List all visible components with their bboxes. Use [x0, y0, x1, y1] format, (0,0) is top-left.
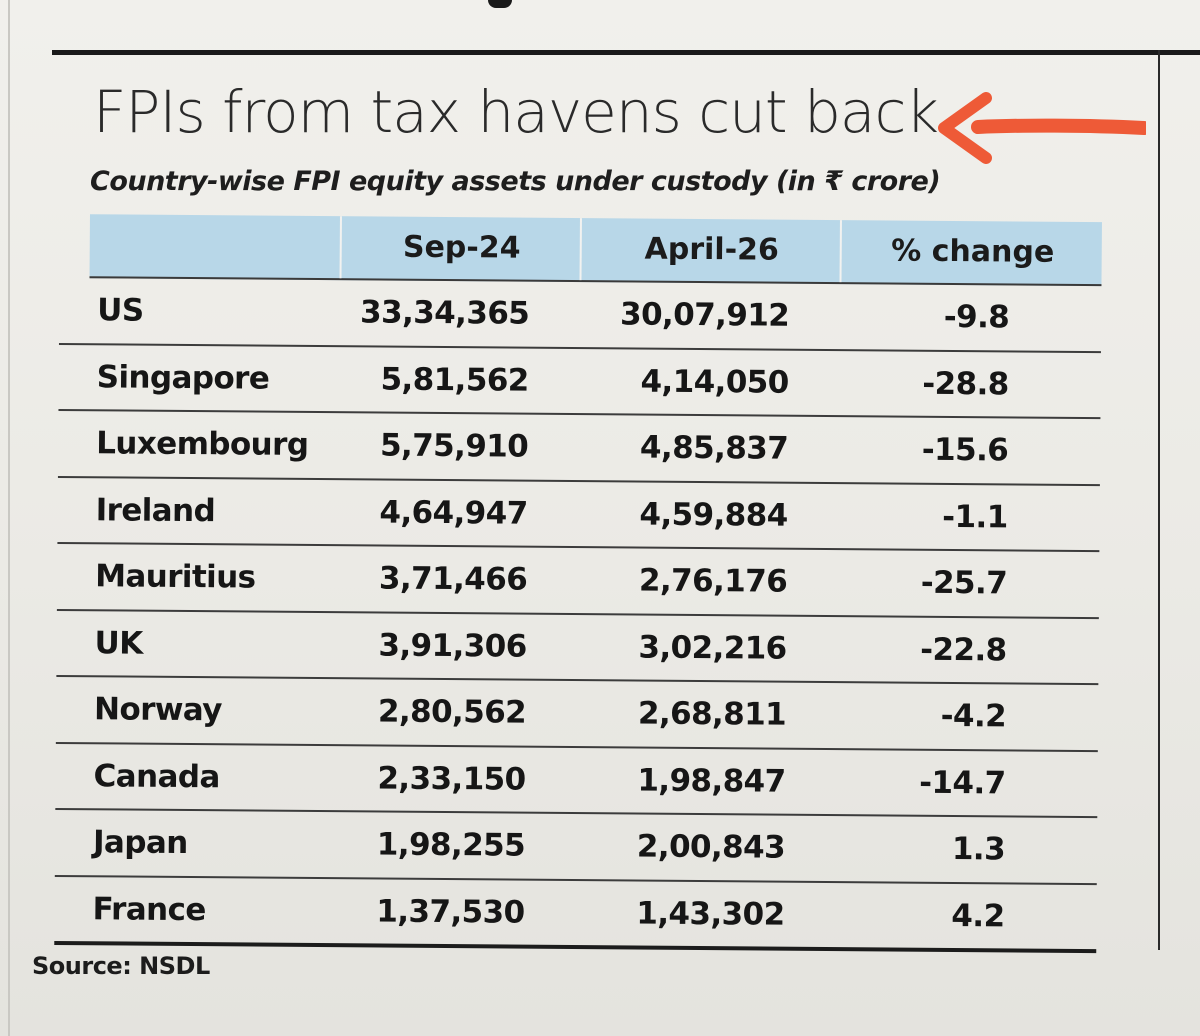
country-cell: US: [97, 292, 144, 329]
country-cell: Ireland: [95, 491, 216, 529]
april26-cell: 4,59,884: [639, 496, 788, 534]
sep24-cell: 2,80,562: [377, 693, 527, 731]
april26-cell: 2,76,176: [638, 562, 788, 600]
sep24-cell: 3,91,306: [378, 627, 527, 665]
change-cell: -1.1: [942, 498, 1008, 535]
sep24-cell: 5,75,910: [379, 427, 529, 465]
change-cell: 1.3: [951, 831, 1006, 868]
page-edge-rule: [8, 0, 10, 1036]
april26-cell: 4,85,837: [639, 429, 789, 467]
table-row: UK 3,91,306 3,02,216 -22.8: [56, 610, 1099, 686]
table-row: Mauritius 3,71,466 2,76,176 -25.7: [56, 543, 1100, 619]
table-row: Japan 1,98,255 2,00,843 1.3: [54, 809, 1098, 885]
country-cell: Canada: [93, 757, 220, 795]
country-cell: Mauritius: [95, 558, 256, 596]
top-rule: [52, 50, 1200, 55]
table-row: Ireland 4,64,947 4,59,884 -1.1: [57, 477, 1100, 553]
table-row: Norway 2,80,562 2,68,811 -4.2: [55, 676, 1099, 752]
april26-cell: 4,14,050: [640, 363, 789, 401]
change-cell: -9.8: [943, 298, 1010, 336]
sep24-cell: 1,37,530: [376, 893, 525, 931]
red-arrow-left-icon: [938, 92, 1146, 164]
table-header: Sep-24 April-26 % change: [89, 214, 1104, 287]
country-cell: UK: [94, 624, 143, 662]
table-row: France 1,37,530 1,43,302 4.2: [54, 876, 1097, 954]
country-cell: Japan: [92, 824, 188, 862]
source-note: Source: NSDL: [32, 952, 210, 980]
april26-cell: 1,98,847: [637, 762, 786, 800]
april26-cell: 1,43,302: [636, 895, 785, 933]
april26-cell: 3,02,216: [638, 629, 787, 667]
country-cell: Norway: [93, 691, 222, 729]
change-cell: -22.8: [920, 631, 1007, 668]
change-cell: -4.2: [940, 697, 1007, 735]
sep24-cell: 5,81,562: [380, 361, 529, 399]
header-country: [90, 214, 340, 278]
header-change: % change: [839, 220, 1104, 285]
sep24-cell: 1,98,255: [376, 826, 526, 864]
header-sep24: Sep-24: [339, 216, 582, 281]
country-cell: France: [92, 890, 206, 928]
change-cell: -15.6: [921, 431, 1009, 469]
table-row: Canada 2,33,150 1,98,847 -14.7: [55, 743, 1098, 819]
top-ink-mark: [488, 0, 512, 8]
change-cell: -14.7: [919, 764, 1006, 801]
table-row: Singapore 5,81,562 4,14,050 -28.8: [58, 344, 1101, 420]
sep24-cell: 33,34,365: [359, 294, 530, 332]
april26-cell: 2,00,843: [636, 828, 786, 866]
table-row: US 33,34,365 30,07,912 -9.8: [58, 277, 1102, 353]
table-row: Luxembourg 5,75,910 4,85,837 -15.6: [57, 410, 1101, 486]
column-divider: [1158, 50, 1160, 950]
sep24-cell: 4,64,947: [379, 494, 528, 532]
sep24-cell: 2,33,150: [377, 760, 526, 798]
sep24-cell: 3,71,466: [378, 560, 528, 598]
change-cell: -25.7: [920, 564, 1008, 602]
april26-cell: 2,68,811: [637, 695, 787, 733]
subtitle: Country-wise FPI equity assets under cus…: [90, 166, 941, 197]
header-april26: April-26: [579, 218, 842, 283]
country-cell: Singapore: [96, 358, 270, 397]
page-title: FPIs from tax havens cut back: [93, 78, 939, 146]
country-cell: Luxembourg: [96, 425, 309, 463]
fpi-table: Sep-24 April-26 % change US 33,34,365 30…: [54, 214, 1110, 954]
change-cell: 4.2: [951, 897, 1005, 934]
april26-cell: 30,07,912: [619, 296, 790, 334]
change-cell: -28.8: [922, 365, 1009, 402]
